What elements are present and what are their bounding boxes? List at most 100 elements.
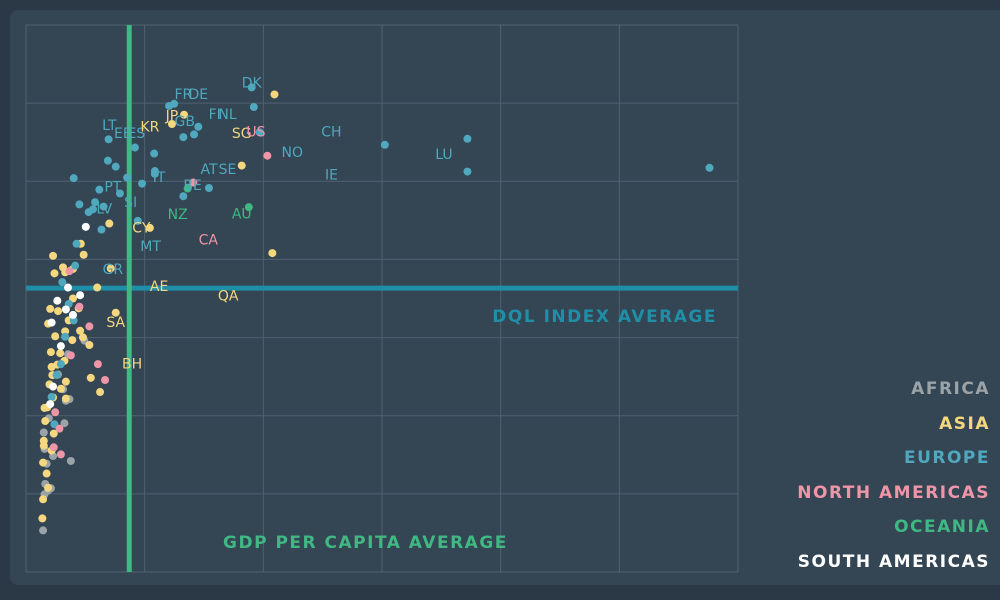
- data-point-south-americas: [56, 342, 65, 351]
- data-point-europe: [75, 200, 84, 209]
- data-point-asia: [40, 403, 49, 412]
- data-point-asia: [42, 469, 51, 478]
- data-point-europe: [249, 103, 258, 112]
- data-point-oceania: [244, 203, 253, 212]
- country-label-jp: JP: [165, 109, 179, 125]
- country-label-mt: MT: [140, 239, 161, 255]
- data-point-asia: [68, 336, 77, 345]
- data-point-north-americas: [55, 424, 64, 433]
- data-point-asia: [76, 326, 85, 335]
- data-point-europe: [150, 169, 159, 178]
- data-point-asia: [93, 283, 102, 292]
- country-label-ie: IE: [325, 167, 338, 183]
- country-label-cy: CY: [132, 220, 151, 236]
- data-point-asia: [61, 394, 70, 403]
- data-point-north-americas: [85, 322, 94, 331]
- data-point-north-americas: [65, 267, 74, 276]
- legend-africa: AFRICA: [911, 379, 990, 399]
- country-label-gb: GB: [175, 114, 195, 130]
- data-point-africa: [66, 456, 75, 465]
- data-point-asia: [61, 377, 70, 386]
- data-point-north-americas: [189, 178, 198, 187]
- country-label-be: BE: [183, 178, 201, 194]
- data-point-africa: [60, 419, 69, 428]
- data-point-africa: [39, 428, 48, 437]
- country-label-se: SE: [219, 162, 237, 178]
- data-point-oceania: [183, 184, 192, 193]
- country-label-no: NO: [282, 145, 304, 161]
- data-point-europe: [204, 184, 213, 193]
- data-point-europe: [52, 371, 61, 380]
- country-label-bh: BH: [122, 357, 142, 373]
- country-label-nz: NZ: [168, 207, 188, 223]
- country-label-de: DE: [188, 87, 208, 103]
- data-point-europe: [71, 261, 80, 270]
- data-point-asia: [270, 90, 279, 99]
- data-point-asia: [56, 349, 65, 358]
- data-point-asia: [106, 264, 115, 273]
- data-point-asia: [54, 307, 63, 316]
- data-point-europe: [179, 192, 188, 201]
- data-point-europe: [104, 135, 113, 144]
- data-point-asia: [46, 348, 55, 357]
- data-point-north-americas: [49, 443, 58, 452]
- country-label-nl: NL: [218, 107, 236, 123]
- data-point-south-americas: [49, 382, 58, 391]
- data-point-africa: [39, 526, 48, 535]
- data-point-europe: [99, 202, 108, 211]
- data-point-asia: [145, 223, 154, 232]
- dql-index-average-label: DQL INDEX AVERAGE: [492, 307, 717, 327]
- data-point-europe: [84, 208, 93, 217]
- data-point-asia: [44, 483, 53, 492]
- data-point-asia: [56, 384, 65, 393]
- data-point-south-americas: [53, 296, 62, 305]
- data-point-asia: [167, 120, 176, 129]
- data-point-asia: [268, 249, 277, 258]
- data-point-north-americas: [56, 450, 65, 459]
- legend-oceania: OCEANIA: [894, 517, 990, 537]
- data-point-europe: [463, 167, 472, 176]
- country-label-fr: FR: [174, 87, 192, 103]
- country-label-lu: LU: [435, 147, 452, 163]
- data-point-europe: [95, 185, 104, 194]
- data-point-europe: [61, 332, 70, 341]
- data-point-north-americas: [101, 376, 110, 385]
- country-label-lv: LV: [96, 202, 112, 218]
- data-point-south-americas: [47, 318, 56, 327]
- country-label-qa: QA: [218, 289, 239, 305]
- data-point-asia: [85, 340, 94, 349]
- data-point-europe: [103, 156, 112, 165]
- country-label-dk: DK: [242, 75, 263, 91]
- data-point-asia: [68, 294, 77, 303]
- data-point-europe: [247, 83, 256, 92]
- data-point-south-americas: [64, 283, 73, 292]
- legend-europe: EUROPE: [903, 448, 990, 468]
- country-label-si: SI: [124, 195, 137, 211]
- data-point-asia: [237, 161, 246, 170]
- country-label-at: AT: [200, 162, 217, 178]
- gdp-per-capita-average-label: GDP PER CAPITA AVERAGE: [223, 533, 508, 553]
- data-point-europe: [123, 173, 132, 182]
- country-label-kr: KR: [140, 120, 159, 136]
- data-point-europe: [165, 101, 174, 110]
- data-point-north-americas: [75, 302, 84, 311]
- data-point-europe: [72, 239, 81, 248]
- country-label-ch: CH: [321, 125, 341, 141]
- country-label-fi: FI: [209, 107, 221, 123]
- data-point-europe: [97, 225, 106, 234]
- data-point-south-americas: [61, 305, 70, 314]
- data-point-asia: [61, 327, 70, 336]
- data-point-south-americas: [76, 291, 85, 300]
- data-point-asia: [79, 250, 88, 259]
- data-point-asia: [78, 333, 87, 342]
- country-label-ae: AE: [150, 279, 168, 295]
- data-point-europe: [47, 392, 56, 401]
- data-point-north-americas: [51, 408, 60, 417]
- data-point-europe: [130, 143, 139, 152]
- data-point-europe: [69, 174, 78, 183]
- country-label-lt: LT: [102, 118, 117, 134]
- data-point-asia: [50, 269, 59, 278]
- country-label-gr: GR: [103, 262, 124, 278]
